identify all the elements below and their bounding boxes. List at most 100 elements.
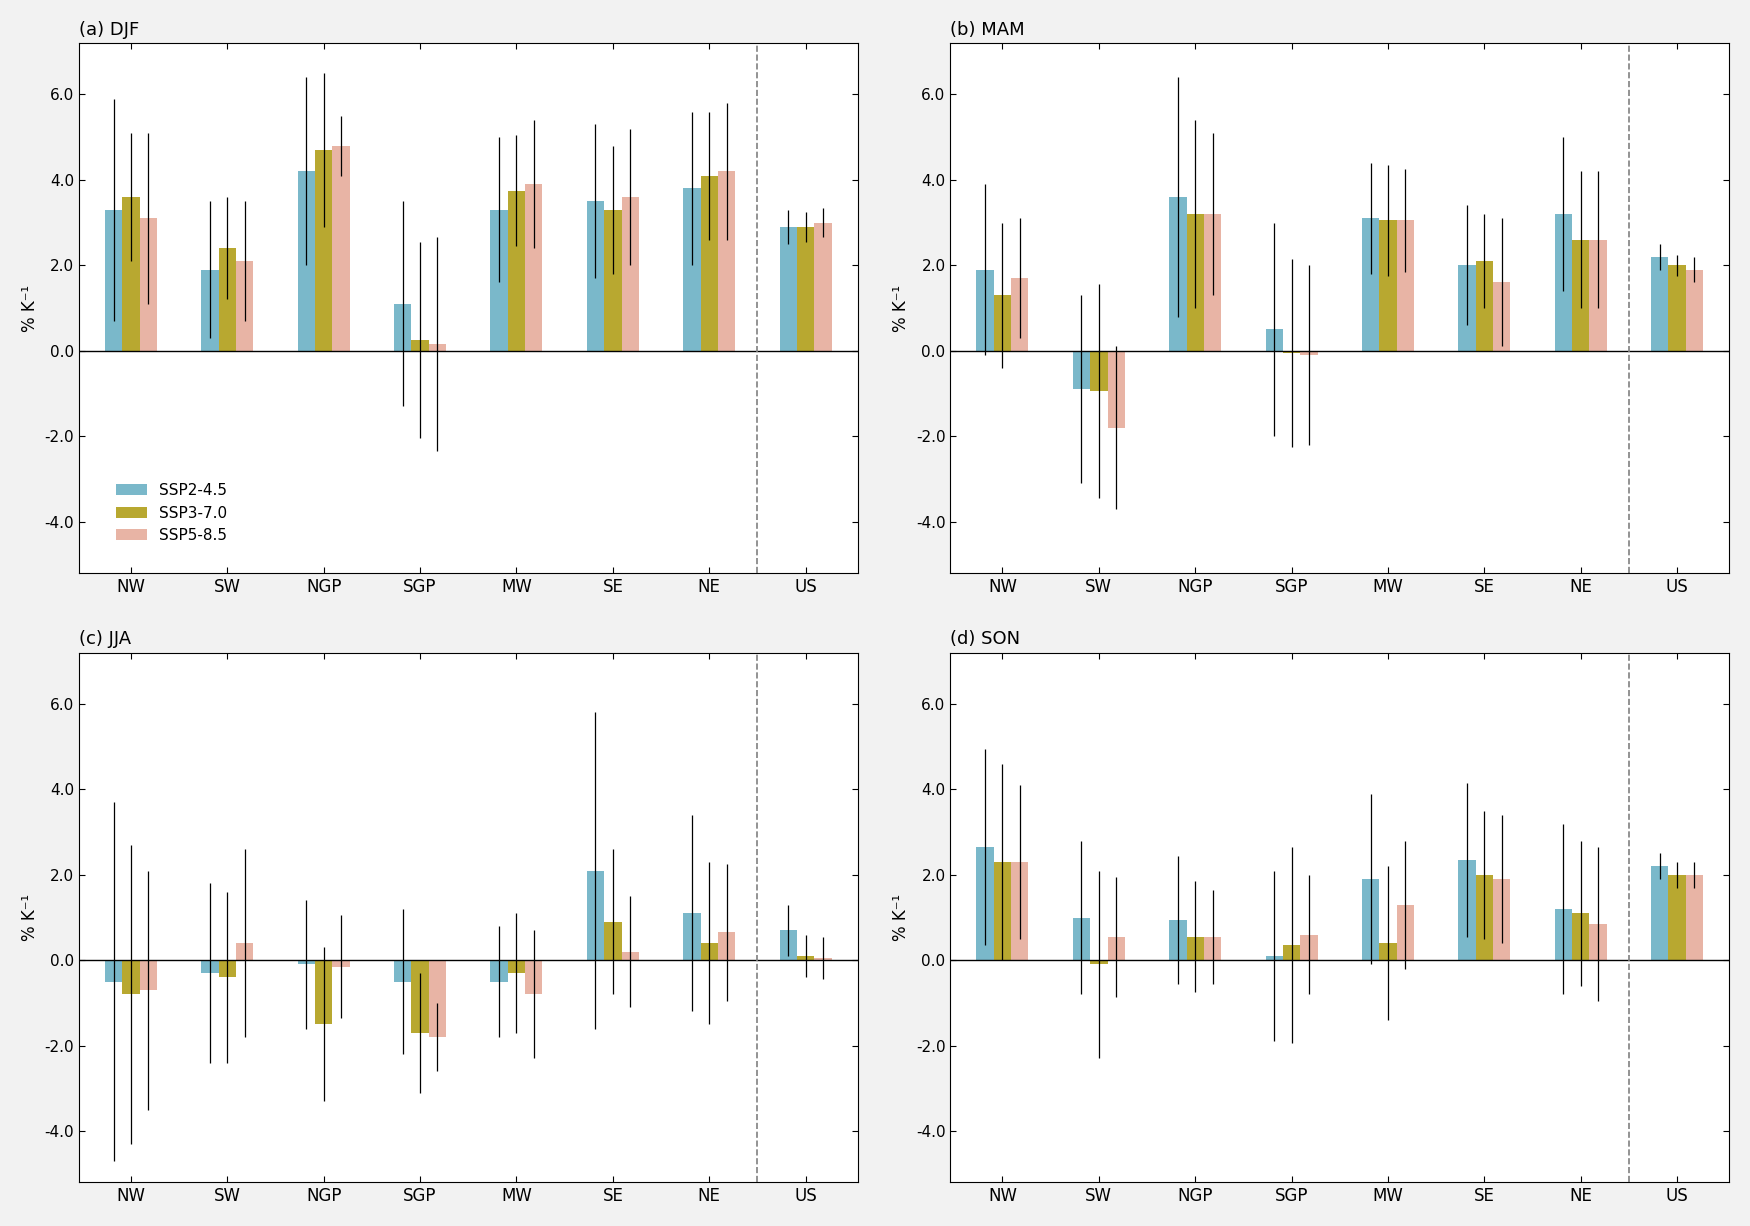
Bar xyxy=(525,184,542,351)
Bar xyxy=(621,197,639,351)
Bar xyxy=(814,223,831,351)
Bar xyxy=(507,960,525,973)
Bar xyxy=(1572,913,1589,960)
Bar xyxy=(1554,215,1572,351)
Bar xyxy=(586,201,604,351)
Bar xyxy=(201,960,219,973)
Bar xyxy=(140,960,158,991)
Bar xyxy=(1493,282,1510,351)
Bar xyxy=(1108,351,1125,428)
Bar xyxy=(1169,920,1186,960)
Bar xyxy=(1589,239,1606,351)
Bar xyxy=(123,197,140,351)
Bar xyxy=(796,956,814,960)
Bar xyxy=(1186,215,1204,351)
Bar xyxy=(1396,905,1414,960)
Bar xyxy=(700,943,717,960)
Bar xyxy=(315,960,332,1024)
Text: (d) SON: (d) SON xyxy=(950,630,1020,649)
Bar xyxy=(977,270,994,351)
Bar xyxy=(1572,239,1589,351)
Bar xyxy=(1685,270,1703,351)
Bar xyxy=(1650,867,1668,960)
Bar xyxy=(1668,265,1685,351)
Bar xyxy=(1650,256,1668,351)
Bar xyxy=(315,150,332,351)
Bar xyxy=(779,227,796,351)
Bar xyxy=(525,960,542,994)
Bar xyxy=(1204,215,1222,351)
Bar xyxy=(1073,351,1090,389)
Bar xyxy=(140,218,158,351)
Bar xyxy=(1283,945,1300,960)
Bar xyxy=(1475,261,1493,351)
Bar xyxy=(977,847,994,960)
Bar xyxy=(1685,875,1703,960)
Bar xyxy=(332,146,350,351)
Bar xyxy=(1379,943,1396,960)
Bar xyxy=(429,960,446,1037)
Text: (c) JJA: (c) JJA xyxy=(79,630,131,649)
Bar xyxy=(814,958,831,960)
Bar xyxy=(105,960,123,982)
Bar xyxy=(1458,265,1475,351)
Bar xyxy=(1396,221,1414,351)
Bar xyxy=(682,189,700,351)
Bar xyxy=(994,295,1011,351)
Legend: SSP2-4.5, SSP3-7.0, SSP5-8.5: SSP2-4.5, SSP3-7.0, SSP5-8.5 xyxy=(110,477,233,549)
Bar xyxy=(1362,879,1379,960)
Bar xyxy=(682,913,700,960)
Bar xyxy=(1300,351,1318,356)
Bar xyxy=(105,210,123,351)
Bar xyxy=(490,960,508,982)
Text: (a) DJF: (a) DJF xyxy=(79,21,138,39)
Bar xyxy=(1493,879,1510,960)
Bar xyxy=(1668,875,1685,960)
Bar xyxy=(779,931,796,960)
Bar xyxy=(1204,937,1222,960)
Bar xyxy=(236,261,254,351)
Bar xyxy=(586,870,604,960)
Bar xyxy=(1011,862,1029,960)
Bar xyxy=(332,960,350,966)
Bar xyxy=(490,210,508,351)
Bar xyxy=(796,227,814,351)
Bar xyxy=(123,960,140,994)
Bar xyxy=(1090,351,1108,391)
Bar xyxy=(1379,221,1396,351)
Y-axis label: % K⁻¹: % K⁻¹ xyxy=(21,284,38,331)
Bar xyxy=(236,943,254,960)
Bar xyxy=(1265,330,1283,351)
Text: (b) MAM: (b) MAM xyxy=(950,21,1026,39)
Bar xyxy=(994,862,1011,960)
Bar xyxy=(411,960,429,1032)
Bar xyxy=(1073,917,1090,960)
Bar xyxy=(411,340,429,351)
Bar xyxy=(700,175,717,351)
Bar xyxy=(429,345,446,351)
Bar xyxy=(219,960,236,977)
Bar xyxy=(219,248,236,351)
Bar xyxy=(604,210,621,351)
Bar xyxy=(1283,351,1300,353)
Y-axis label: % K⁻¹: % K⁻¹ xyxy=(21,894,38,942)
Bar xyxy=(394,304,411,351)
Bar xyxy=(1458,859,1475,960)
Bar xyxy=(1108,937,1125,960)
Bar xyxy=(604,922,621,960)
Bar xyxy=(1186,937,1204,960)
Bar xyxy=(394,960,411,982)
Bar xyxy=(298,960,315,965)
Bar xyxy=(1362,218,1379,351)
Bar xyxy=(1265,956,1283,960)
Bar xyxy=(1300,934,1318,960)
Bar xyxy=(1090,960,1108,965)
Bar xyxy=(621,951,639,960)
Bar xyxy=(718,933,735,960)
Bar xyxy=(201,270,219,351)
Bar xyxy=(1554,908,1572,960)
Bar xyxy=(507,190,525,351)
Bar xyxy=(298,172,315,351)
Bar xyxy=(1169,197,1186,351)
Y-axis label: % K⁻¹: % K⁻¹ xyxy=(892,894,910,942)
